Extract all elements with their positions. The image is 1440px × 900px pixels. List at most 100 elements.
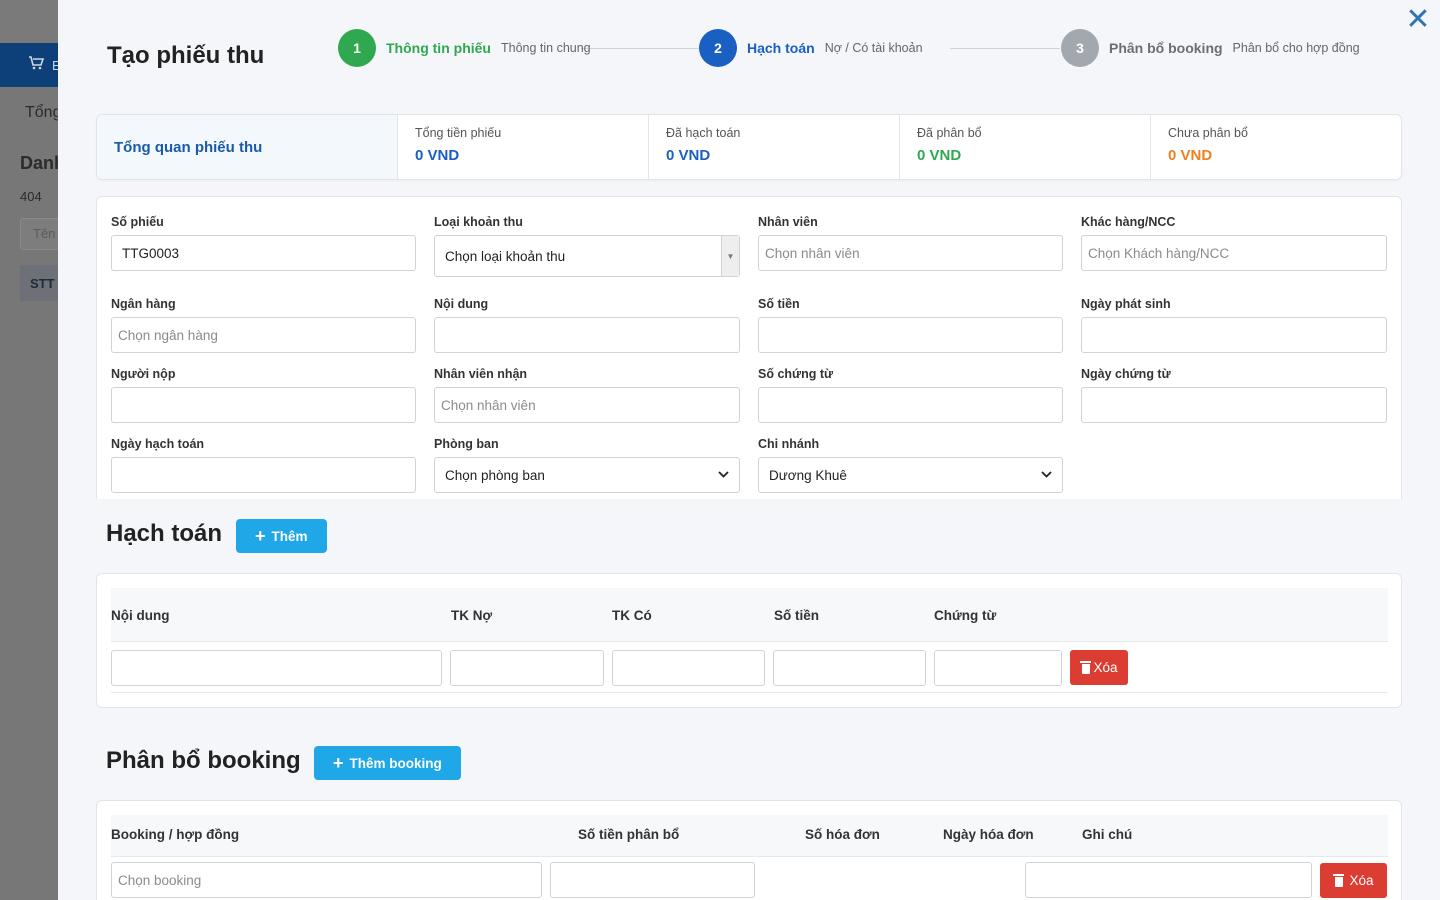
overview-value: 0 VND bbox=[666, 147, 711, 164]
ngay-phat-sinh-input[interactable] bbox=[1081, 317, 1387, 353]
trash-icon bbox=[1080, 661, 1092, 674]
nhan-vien-select[interactable]: Chọn nhân viên bbox=[758, 235, 1063, 271]
plus-icon: + bbox=[333, 753, 344, 773]
chevron-down-icon: ▼ bbox=[721, 236, 739, 276]
add-accounting-label: Thêm bbox=[271, 528, 308, 544]
overview-label: Chưa phân bổ bbox=[1168, 126, 1248, 140]
step-subtitle: Nợ / Có tài khoản bbox=[824, 41, 923, 55]
select-value: Chọn phòng ban bbox=[445, 467, 545, 483]
column-header: Chứng từ bbox=[934, 608, 997, 623]
table-header: Booking / hợp đồng Số tiền phân bổ Số hó… bbox=[111, 815, 1388, 857]
row-divider bbox=[111, 692, 1388, 693]
field-ngay-hach-toan: Ngày hạch toán bbox=[111, 437, 416, 493]
ngay-chung-tu-input[interactable] bbox=[1081, 387, 1387, 423]
so-phieu-input[interactable]: TTG0003 bbox=[111, 235, 416, 271]
overview-value: 0 VND bbox=[415, 147, 460, 164]
field-nhan-vien-nhan: Nhân viên nhận Chọn nhân viên bbox=[434, 367, 740, 423]
field-khach-hang: Khác hàng/NCC Chọn Khách hàng/NCC bbox=[1081, 215, 1387, 271]
debit-account-input[interactable] bbox=[450, 650, 604, 686]
stepper: 1 Thông tin phiếu Thông tin chung 2 Hạch… bbox=[338, 29, 1368, 67]
nguoi-nop-input[interactable] bbox=[111, 387, 416, 423]
trash-icon bbox=[1333, 874, 1345, 887]
field-label: Khác hàng/NCC bbox=[1081, 215, 1176, 229]
overview-unallocated: Chưa phân bổ 0 VND bbox=[1151, 115, 1401, 179]
column-header: Ghi chú bbox=[1082, 827, 1133, 842]
overview-posted: Đã hạch toán 0 VND bbox=[649, 115, 900, 179]
overview-label: Đã hạch toán bbox=[666, 126, 741, 140]
field-label: Số phiếu bbox=[111, 215, 164, 229]
so-chung-tu-input[interactable] bbox=[758, 387, 1063, 423]
add-accounting-button[interactable]: + Thêm bbox=[236, 519, 327, 553]
select-value: Chọn loại khoản thu bbox=[445, 248, 566, 264]
overview-title: Tổng quan phiếu thu bbox=[97, 115, 398, 179]
booking-select[interactable]: Chọn booking bbox=[111, 862, 542, 898]
delete-accounting-row-button[interactable]: Xóa bbox=[1070, 650, 1128, 685]
column-header: Nội dung bbox=[111, 608, 170, 623]
field-ngay-phat-sinh: Ngày phát sinh bbox=[1081, 297, 1387, 353]
chevron-down-icon bbox=[718, 470, 729, 481]
loai-khoan-thu-select[interactable]: Chọn loại khoản thu ▼ bbox=[434, 235, 740, 277]
ngay-hach-toan-input[interactable] bbox=[111, 457, 416, 493]
page-title: Tạo phiếu thu bbox=[107, 42, 265, 69]
overview-allocated: Đã phân bổ 0 VND bbox=[900, 115, 1151, 179]
step-connector bbox=[950, 48, 1060, 49]
step-label: Hạch toán bbox=[747, 40, 815, 56]
field-so-tien: Số tiền bbox=[758, 297, 1063, 353]
add-booking-label: Thêm booking bbox=[349, 755, 442, 771]
step-label: Phân bổ booking bbox=[1109, 40, 1223, 56]
column-header: TK Có bbox=[612, 608, 652, 623]
accounting-content-input[interactable] bbox=[111, 650, 442, 686]
close-icon[interactable]: ✕ bbox=[1405, 3, 1431, 36]
nhan-vien-nhan-select[interactable]: Chọn nhân viên bbox=[434, 387, 740, 423]
ngan-hang-select[interactable]: Chọn ngân hàng bbox=[111, 317, 416, 353]
add-booking-button[interactable]: + Thêm booking bbox=[314, 746, 461, 780]
field-ngan-hang: Ngân hàng Chọn ngân hàng bbox=[111, 297, 416, 353]
background-list-title: Danh bbox=[20, 153, 65, 173]
field-nhan-vien: Nhân viên Chọn nhân viên bbox=[758, 215, 1063, 271]
allocation-amount-input[interactable] bbox=[550, 862, 755, 898]
field-noi-dung: Nội dung bbox=[434, 297, 740, 353]
so-tien-input[interactable] bbox=[758, 317, 1063, 353]
voucher-input[interactable] bbox=[934, 650, 1062, 686]
accounting-table: Nội dung TK Nợ TK Có Số tiền Chứng từ Xó… bbox=[96, 573, 1402, 708]
amount-input[interactable] bbox=[773, 650, 926, 686]
column-header: Số hóa đơn bbox=[805, 827, 880, 842]
background-heading: Tổng bbox=[25, 104, 62, 121]
credit-account-input[interactable] bbox=[612, 650, 765, 686]
create-receipt-drawer: ✕ Tạo phiếu thu 1 Thông tin phiếu Thông … bbox=[58, 0, 1440, 900]
step-number: 1 bbox=[338, 29, 376, 67]
step-2[interactable]: 2 Hạch toán Nợ / Có tài khoản bbox=[699, 29, 923, 67]
table-header: Nội dung TK Nợ TK Có Số tiền Chứng từ bbox=[111, 588, 1388, 642]
column-header: Số tiền phân bổ bbox=[578, 827, 680, 842]
plus-icon: + bbox=[255, 526, 266, 546]
noi-dung-input[interactable] bbox=[434, 317, 740, 353]
step-label: Thông tin phiếu bbox=[386, 40, 491, 56]
field-label: Nội dung bbox=[434, 297, 489, 311]
column-header: Booking / hợp đồng bbox=[111, 827, 240, 842]
delete-label: Xóa bbox=[1349, 873, 1374, 888]
receipt-form: Số phiếu TTG0003 Loại khoản thu Chọn loạ… bbox=[96, 196, 1402, 499]
delete-booking-row-button[interactable]: Xóa bbox=[1320, 863, 1387, 898]
overview-label: Đã phân bổ bbox=[917, 126, 982, 140]
overview-total: Tổng tiền phiếu 0 VND bbox=[398, 115, 649, 179]
chi-nhanh-select[interactable]: Dương Khuê bbox=[758, 457, 1063, 493]
step-subtitle: Thông tin chung bbox=[500, 41, 591, 55]
phan-bo-booking-heading: Phân bổ booking bbox=[106, 747, 301, 774]
column-header: Số tiền bbox=[774, 608, 820, 623]
booking-allocation-table: Booking / hợp đồng Số tiền phân bổ Số hó… bbox=[96, 800, 1402, 900]
field-label: Ngày hạch toán bbox=[111, 437, 205, 451]
khach-hang-select[interactable]: Chọn Khách hàng/NCC bbox=[1081, 235, 1387, 271]
step-subtitle: Phân bổ cho hợp đồng bbox=[1232, 41, 1360, 55]
field-so-phieu: Số phiếu TTG0003 bbox=[111, 215, 416, 271]
select-value: Dương Khuê bbox=[769, 467, 847, 483]
phong-ban-select[interactable]: Chọn phòng ban bbox=[434, 457, 740, 493]
step-3[interactable]: 3 Phân bổ booking Phân bổ cho hợp đồng bbox=[1061, 29, 1360, 67]
field-label: Nhân viên nhận bbox=[434, 367, 528, 381]
background-count: 404 bbox=[20, 189, 42, 204]
step-1[interactable]: 1 Thông tin phiếu Thông tin chung bbox=[338, 29, 591, 67]
column-header: TK Nợ bbox=[451, 608, 493, 623]
note-input[interactable] bbox=[1025, 862, 1312, 898]
field-label: Chi nhánh bbox=[758, 437, 820, 451]
chevron-down-icon bbox=[1041, 470, 1052, 481]
field-nguoi-nop: Người nộp bbox=[111, 367, 416, 423]
